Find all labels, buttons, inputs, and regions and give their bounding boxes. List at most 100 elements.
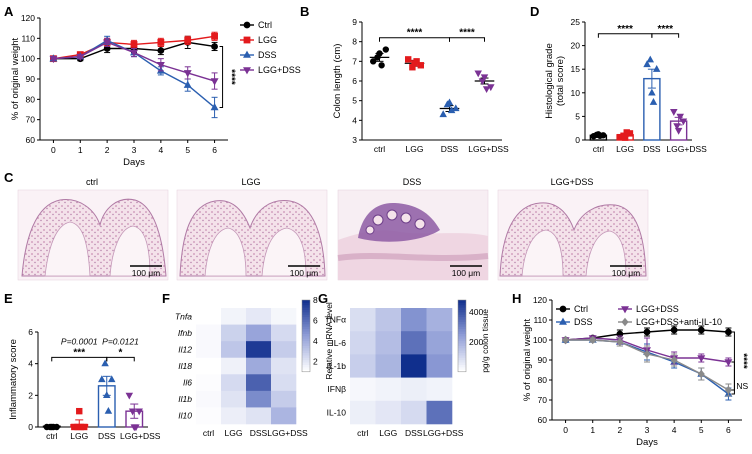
colorbar-segment xyxy=(458,304,466,308)
panel-b-colon-length-chart: 3 4 5 6 7 8 9 Colon length (cm) ctrl LGG DSS LGG+DS… xyxy=(332,17,509,154)
data-point-dss xyxy=(646,55,655,63)
heatmap-cell-il10-ctrl xyxy=(196,407,222,425)
data-point-dss xyxy=(649,98,658,105)
colorbar-segment xyxy=(458,338,466,342)
data-point-lgg-dss xyxy=(480,74,489,82)
x-tick-label: 1 xyxy=(78,145,83,155)
colorbar-segment xyxy=(458,331,466,334)
significance-bracket xyxy=(651,33,680,38)
panel-letter-D: D xyxy=(530,4,539,19)
data-point-ctrl xyxy=(725,328,732,336)
heatmap-cell-il6-dss xyxy=(246,374,272,392)
legend-marker-dss xyxy=(559,317,567,325)
significance-bracket xyxy=(449,37,485,42)
y-tick-label: 70 xyxy=(26,115,36,125)
data-point-lgg-dss xyxy=(183,70,192,78)
significance-label: **** xyxy=(459,28,475,39)
heatmap-cell-tnfa-dss xyxy=(246,308,272,325)
data-point-lgg-dss xyxy=(103,39,112,47)
colorbar-segment xyxy=(458,323,466,327)
colorbar-segment xyxy=(458,369,466,373)
data-point-lgg-dss xyxy=(156,61,165,70)
row-label: IFNβ xyxy=(327,384,346,394)
heatmap-cell-tnf-lgg-dss xyxy=(426,308,453,332)
panel-letter-B: B xyxy=(300,4,309,19)
legend-marker-lgg xyxy=(243,36,251,44)
column-label: LGG xyxy=(379,428,397,438)
data-point-lgg xyxy=(76,407,83,415)
data-point-dss xyxy=(643,60,651,68)
x-tick-label: 6 xyxy=(726,425,731,435)
significance-bracket xyxy=(106,356,135,362)
data-point-lgg xyxy=(157,39,165,46)
row-label: Il12 xyxy=(178,344,192,354)
panel-e-inflammatory-score-chart: 0 2 4 6 Inflammatory score ctrl LGG DSS LGG+DSS *… xyxy=(8,327,161,441)
heatmap-cell-il18-dss xyxy=(246,357,272,375)
data-point-lgg xyxy=(184,36,192,44)
colorbar-segment xyxy=(458,326,466,330)
colorbar-segment xyxy=(458,359,466,363)
panel-c-histology-images: ctrl 100 μm LGG 100 μm DSS xyxy=(17,177,649,281)
data-point-lgg-dss-anti-il-10 xyxy=(616,337,624,347)
y-tick-label: 15 xyxy=(571,64,581,74)
colorbar-segment xyxy=(458,328,466,332)
data-point-lgg xyxy=(623,129,630,136)
colorbar-segment xyxy=(302,345,310,349)
panel-letter-A: A xyxy=(4,4,14,19)
y-tick-label: 80 xyxy=(26,94,36,104)
data-point-ctrl xyxy=(211,43,218,50)
colorbar-tick-label: 8 xyxy=(313,295,318,305)
heatmap-cell-il12-lgg xyxy=(221,341,247,359)
heatmap-cell-il18-ctrl xyxy=(196,357,222,375)
legend-label-dss: DSS xyxy=(574,317,593,327)
y-tick-label: 4 xyxy=(352,115,357,125)
data-point-dss xyxy=(102,391,111,398)
colorbar-segment xyxy=(458,345,466,349)
heatmap-cell-il-1b-ctrl xyxy=(350,354,376,378)
data-point-ctrl xyxy=(48,423,55,431)
heatmap-cell-il12-ctrl xyxy=(196,341,222,359)
y-axis-label: (total score) xyxy=(555,56,566,106)
colorbar-segment xyxy=(458,364,466,368)
colorbar-segment xyxy=(458,352,466,356)
x-tick-label: DSS xyxy=(98,431,116,441)
legend-marker-ctrl xyxy=(559,305,567,313)
colorbar-segment xyxy=(302,328,310,332)
ns-label: NS xyxy=(736,381,748,391)
colorbar-segment xyxy=(458,357,466,361)
p-value-label: P=0.0121 xyxy=(102,336,139,346)
colorbar-segment xyxy=(302,335,310,339)
panel-a-weight-chart: 60 70 80 90 100 110 120 % of original weight 0 1 2… xyxy=(10,13,301,168)
data-point-ctrl xyxy=(697,326,705,334)
y-tick-label: 5 xyxy=(352,96,357,106)
panel-letter-F: F xyxy=(162,291,170,306)
colorbar-segment xyxy=(302,307,310,310)
row-label: Il10 xyxy=(178,411,192,421)
y-axis-label: Inflammatory score xyxy=(8,339,19,420)
colorbar-label: Relative mRNA level xyxy=(324,302,334,380)
colorbar-segment xyxy=(458,355,466,358)
colorbar-segment xyxy=(302,359,310,363)
data-point-ctrl xyxy=(382,46,389,53)
data-point-dss xyxy=(183,80,192,88)
data-point-lgg-dss xyxy=(670,109,678,116)
histology-label-dss: DSS xyxy=(403,177,422,187)
histology-label-lgg: LGG xyxy=(241,177,260,187)
column-label: LGG+DSS xyxy=(423,428,464,438)
panel-f-mrna-heatmap: Tnfa Ifnb Il12 Il18 Il6 Il1b Il10 ctrl LGG DSS LGG… xyxy=(175,295,334,438)
significance-label: **** xyxy=(737,353,748,369)
data-point-lgg-dss-anti-il-10 xyxy=(562,335,570,345)
x-tick-label: 2 xyxy=(617,425,622,435)
data-point-lgg-dss-anti-il-10 xyxy=(724,385,732,395)
data-point-ctrl xyxy=(370,58,377,65)
significance-bracket xyxy=(219,45,224,108)
y-tick-label: 0 xyxy=(28,422,33,432)
p-value-label: P=0.0001 xyxy=(61,336,98,346)
colorbar-segment xyxy=(302,309,310,313)
y-tick-label: 10 xyxy=(571,88,581,98)
column-label: LGG+DSS xyxy=(267,428,308,438)
colorbar-segment xyxy=(458,347,466,351)
significance-label: **** xyxy=(226,69,237,85)
heatmap-cell-ifnb-ctrl xyxy=(196,324,222,342)
y-tick-label: 70 xyxy=(538,395,548,405)
